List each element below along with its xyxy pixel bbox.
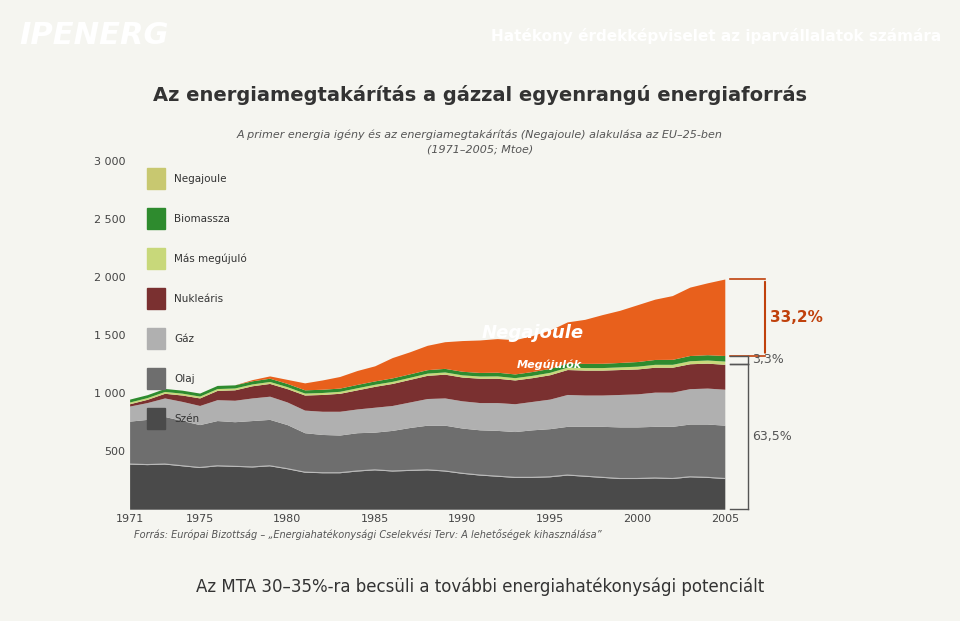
Bar — [148, 288, 165, 309]
Text: Negajoule: Negajoule — [175, 174, 227, 184]
Text: Az energiamegtakárítás a gázzal egyenrangú energiaforrás: Az energiamegtakárítás a gázzal egyenran… — [153, 85, 807, 105]
Bar — [148, 409, 165, 429]
Text: Az MTA 30–35%‑ra becsüli a további energiahatékonysági potenciált: Az MTA 30–35%‑ra becsüli a további energ… — [196, 578, 764, 596]
Text: 33,2%: 33,2% — [770, 310, 823, 325]
Bar — [148, 329, 165, 349]
Bar — [148, 368, 165, 389]
Text: IPENERG: IPENERG — [19, 21, 169, 50]
Bar — [148, 209, 165, 229]
Bar — [148, 248, 165, 270]
Text: Negajoule: Negajoule — [481, 324, 584, 342]
Text: Forrás: Európai Bizottság – „Energiahatékonysági Cselekvési Terv: A lehetőségek : Forrás: Európai Bizottság – „Energiahaté… — [134, 529, 602, 540]
Text: 3,3%: 3,3% — [752, 353, 783, 366]
Text: 63,5%: 63,5% — [752, 430, 792, 443]
Text: Megújulók: Megújulók — [517, 360, 583, 369]
Text: Szén: Szén — [175, 414, 200, 424]
Text: Más megújuló: Más megújuló — [175, 253, 247, 264]
Bar — [148, 168, 165, 189]
Text: Olaj: Olaj — [175, 374, 195, 384]
Text: Hatékony érdekképviselet az iparvállalatok számára: Hatékony érdekképviselet az iparvállalat… — [491, 28, 941, 43]
Text: A primer energia igény és az energiamegtakárítás (Negajoule) alakulása az EU–25‑: A primer energia igény és az energiamegt… — [237, 130, 723, 155]
Text: Biomassza: Biomassza — [175, 214, 230, 224]
Text: Nukleáris: Nukleáris — [175, 294, 224, 304]
Text: Gáz: Gáz — [175, 334, 194, 344]
